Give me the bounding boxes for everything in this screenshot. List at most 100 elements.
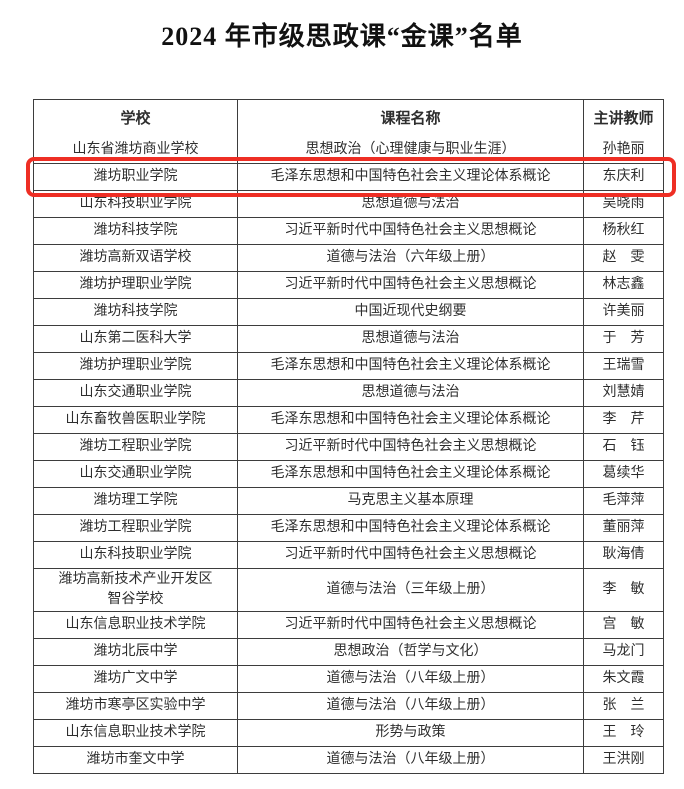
teacher-cell: 毛萍萍: [583, 488, 663, 514]
page-title: 2024 年市级思政课“金课”名单: [161, 22, 523, 51]
course-cell: 习近平新时代中国特色社会主义思想概论: [237, 272, 583, 298]
course-cell: 习近平新时代中国特色社会主义思想概论: [237, 542, 583, 568]
course-cell: 习近平新时代中国特色社会主义思想概论: [237, 434, 583, 460]
teacher-cell: 东庆利: [583, 164, 663, 190]
table-row: 山东交通职业学院 毛泽东思想和中国特色社会主义理论体系概论 葛续华: [34, 460, 663, 487]
header-teacher: 主讲教师: [583, 100, 663, 137]
school-cell: 潍坊高新技术产业开发区 智谷学校: [58, 572, 213, 607]
school-cell: 山东科技职业学院: [79, 547, 192, 562]
course-cell: 道德与法治（六年级上册）: [237, 245, 583, 271]
school-cell: 潍坊理工学院: [93, 493, 178, 508]
table-row: 山东科技职业学院 习近平新时代中国特色社会主义思想概论 耿海倩: [34, 541, 663, 568]
course-cell: 道德与法治（八年级上册）: [237, 666, 583, 692]
school-cell: 潍坊市奎文中学: [86, 752, 185, 767]
table-row: 潍坊高新双语学校 道德与法治（六年级上册） 赵 雯: [34, 244, 663, 271]
table-row: 山东第二医科大学 思想道德与法治 于 芳: [34, 325, 663, 352]
school-cell: 潍坊护理职业学院: [79, 277, 192, 292]
table-row: 潍坊职业学院 毛泽东思想和中国特色社会主义理论体系概论 东庆利: [26, 157, 676, 197]
teacher-cell: 杨秋红: [583, 218, 663, 244]
course-cell: 思想道德与法治: [237, 191, 583, 217]
school-cell: 山东科技职业学院: [79, 196, 192, 211]
table-row: 潍坊工程职业学院 毛泽东思想和中国特色社会主义理论体系概论 董丽萍: [34, 514, 663, 541]
teacher-cell: 李 敏: [583, 569, 663, 611]
course-cell: 形势与政策: [237, 720, 583, 746]
table-row: 潍坊市寒亭区实验中学 道德与法治（八年级上册） 张 兰: [34, 692, 663, 719]
school-cell: 山东省潍坊商业学校: [72, 142, 199, 157]
teacher-cell: 许美丽: [583, 299, 663, 325]
header-school: 学校: [120, 110, 151, 127]
school-cell: 潍坊科技学院: [93, 223, 178, 238]
school-cell: 潍坊高新双语学校: [79, 250, 192, 265]
table-header-row: 学校 课程名称 主讲教师: [34, 100, 663, 137]
table-row: 山东信息职业技术学院 习近平新时代中国特色社会主义思想概论 宫 敏: [34, 611, 663, 638]
school-cell: 山东第二医科大学: [79, 331, 192, 346]
school-cell: 潍坊护理职业学院: [79, 358, 192, 373]
table-row: 山东畜牧兽医职业学院 毛泽东思想和中国特色社会主义理论体系概论 李 芹: [34, 406, 663, 433]
table-row: 潍坊高新技术产业开发区 智谷学校 道德与法治（三年级上册） 李 敏: [34, 568, 663, 611]
course-cell: 毛泽东思想和中国特色社会主义理论体系概论: [237, 407, 583, 433]
golden-course-table: 学校 课程名称 主讲教师 山东省潍坊商业学校 思想政治（心理健康与职业生涯） 孙…: [26, 99, 676, 774]
school-cell: 潍坊北辰中学: [93, 644, 178, 659]
table-row: 潍坊科技学院 中国近现代史纲要 许美丽: [34, 298, 663, 325]
teacher-cell: 马龙门: [583, 639, 663, 665]
teacher-cell: 吴晓雨: [583, 191, 663, 217]
course-cell: 习近平新时代中国特色社会主义思想概论: [237, 612, 583, 638]
course-cell: 道德与法治（三年级上册）: [237, 569, 583, 611]
teacher-cell: 宫 敏: [583, 612, 663, 638]
teacher-cell: 王瑞雪: [583, 353, 663, 379]
school-cell: 潍坊工程职业学院: [79, 439, 192, 454]
teacher-cell: 李 芹: [583, 407, 663, 433]
course-cell: 毛泽东思想和中国特色社会主义理论体系概论: [237, 164, 583, 190]
course-cell: 中国近现代史纲要: [237, 299, 583, 325]
teacher-cell: 林志鑫: [583, 272, 663, 298]
school-cell: 山东信息职业技术学院: [65, 725, 206, 740]
header-course: 课程名称: [237, 100, 583, 137]
course-cell: 思想政治（心理健康与职业生涯）: [237, 137, 583, 163]
course-cell: 毛泽东思想和中国特色社会主义理论体系概论: [237, 515, 583, 541]
school-cell: 山东交通职业学院: [79, 385, 192, 400]
table-row: 潍坊护理职业学院 毛泽东思想和中国特色社会主义理论体系概论 王瑞雪: [34, 352, 663, 379]
teacher-cell: 石 钰: [583, 434, 663, 460]
teacher-cell: 耿海倩: [583, 542, 663, 568]
table-row: 潍坊理工学院 马克思主义基本原理 毛萍萍: [34, 487, 663, 514]
school-cell: 山东畜牧兽医职业学院: [65, 412, 206, 427]
course-cell: 思想道德与法治: [237, 326, 583, 352]
table-row: 山东省潍坊商业学校 思想政治（心理健康与职业生涯） 孙艳丽: [34, 137, 663, 163]
course-cell: 毛泽东思想和中国特色社会主义理论体系概论: [237, 461, 583, 487]
teacher-cell: 孙艳丽: [583, 137, 663, 163]
school-cell: 潍坊职业学院: [93, 169, 178, 184]
course-cell: 道德与法治（八年级上册）: [237, 747, 583, 773]
table-row: 山东信息职业技术学院 形势与政策 王 玲: [34, 719, 663, 746]
school-cell: 山东信息职业技术学院: [65, 617, 206, 632]
course-cell: 道德与法治（八年级上册）: [237, 693, 583, 719]
table-row: 潍坊北辰中学 思想政治（哲学与文化） 马龙门: [34, 638, 663, 665]
teacher-cell: 于 芳: [583, 326, 663, 352]
teacher-cell: 赵 雯: [583, 245, 663, 271]
table-row: 潍坊科技学院 习近平新时代中国特色社会主义思想概论 杨秋红: [34, 217, 663, 244]
school-cell: 潍坊科技学院: [93, 304, 178, 319]
course-cell: 思想道德与法治: [237, 380, 583, 406]
course-cell: 马克思主义基本原理: [237, 488, 583, 514]
teacher-cell: 董丽萍: [583, 515, 663, 541]
table-row: 潍坊工程职业学院 习近平新时代中国特色社会主义思想概论 石 钰: [34, 433, 663, 460]
course-cell: 毛泽东思想和中国特色社会主义理论体系概论: [237, 353, 583, 379]
table-row: 山东交通职业学院 思想道德与法治 刘慧婧: [34, 379, 663, 406]
teacher-cell: 王 玲: [583, 720, 663, 746]
table-row: 潍坊市奎文中学 道德与法治（八年级上册） 王洪刚: [34, 746, 663, 773]
teacher-cell: 刘慧婧: [583, 380, 663, 406]
table-body: 山东省潍坊商业学校 思想政治（心理健康与职业生涯） 孙艳丽 潍坊职业学院 毛泽东…: [26, 137, 676, 773]
teacher-cell: 张 兰: [583, 693, 663, 719]
school-cell: 潍坊工程职业学院: [79, 520, 192, 535]
table-row: 潍坊广文中学 道德与法治（八年级上册） 朱文霞: [34, 665, 663, 692]
teacher-cell: 葛续华: [583, 461, 663, 487]
table-row: 山东科技职业学院 思想道德与法治 吴晓雨: [34, 190, 663, 217]
teacher-cell: 朱文霞: [583, 666, 663, 692]
course-cell: 习近平新时代中国特色社会主义思想概论: [237, 218, 583, 244]
school-cell: 潍坊市寒亭区实验中学: [65, 698, 206, 713]
teacher-cell: 王洪刚: [583, 747, 663, 773]
table-row: 潍坊护理职业学院 习近平新时代中国特色社会主义思想概论 林志鑫: [34, 271, 663, 298]
school-cell: 山东交通职业学院: [79, 466, 192, 481]
course-cell: 思想政治（哲学与文化）: [237, 639, 583, 665]
school-cell: 潍坊广文中学: [93, 671, 178, 686]
